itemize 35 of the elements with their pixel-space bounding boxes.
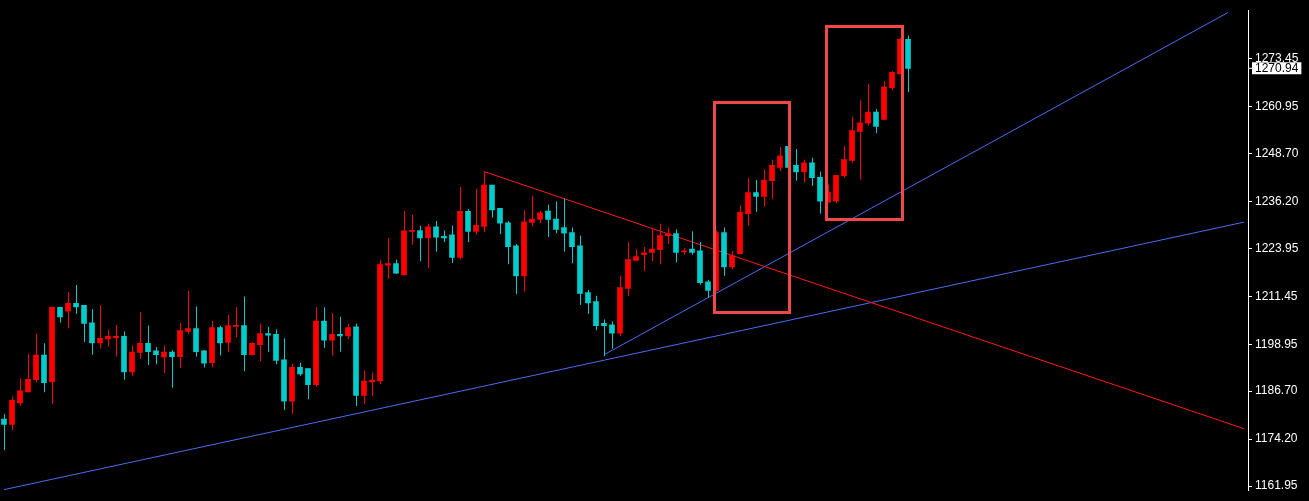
text: 1270.94 — [1255, 61, 1299, 76]
candlestick — [329, 312, 335, 357]
y-tick-label: 1186.70 — [1255, 383, 1298, 398]
y-tick-label: 1260.95 — [1255, 98, 1299, 113]
candlestick — [449, 225, 455, 264]
candlestick — [233, 306, 239, 338]
candlestick — [625, 241, 631, 297]
candlestick — [185, 290, 191, 335]
candlestick — [409, 214, 415, 246]
candlestick — [193, 305, 199, 358]
candlestick — [257, 323, 263, 362]
candlestick — [425, 223, 431, 269]
candlestick — [865, 83, 871, 127]
candlestick — [809, 157, 815, 187]
candlestick — [641, 246, 647, 272]
candlestick — [473, 188, 479, 236]
candlestick — [465, 208, 471, 243]
y-tick-label: 1174.20 — [1255, 431, 1298, 446]
y-tick-label: 1211.45 — [1255, 288, 1298, 303]
candlestick — [617, 275, 623, 337]
candlestick — [673, 228, 679, 263]
candlestick — [497, 207, 503, 235]
candlestick — [305, 368, 311, 400]
y-tick-label: 1248.70 — [1255, 145, 1299, 160]
candlestick — [561, 197, 567, 253]
candlestick — [633, 248, 639, 262]
candlestick — [753, 179, 759, 213]
candlestick — [849, 116, 855, 163]
candlestick — [81, 304, 87, 343]
y-tick-label: 1161.95 — [1255, 478, 1298, 493]
y-tick-label: 1198.95 — [1255, 336, 1298, 351]
y-tick-label: 1223.95 — [1255, 240, 1299, 255]
candlestick — [265, 326, 271, 353]
y-tick-label: 1236.20 — [1255, 193, 1299, 208]
candlestick — [225, 314, 231, 353]
